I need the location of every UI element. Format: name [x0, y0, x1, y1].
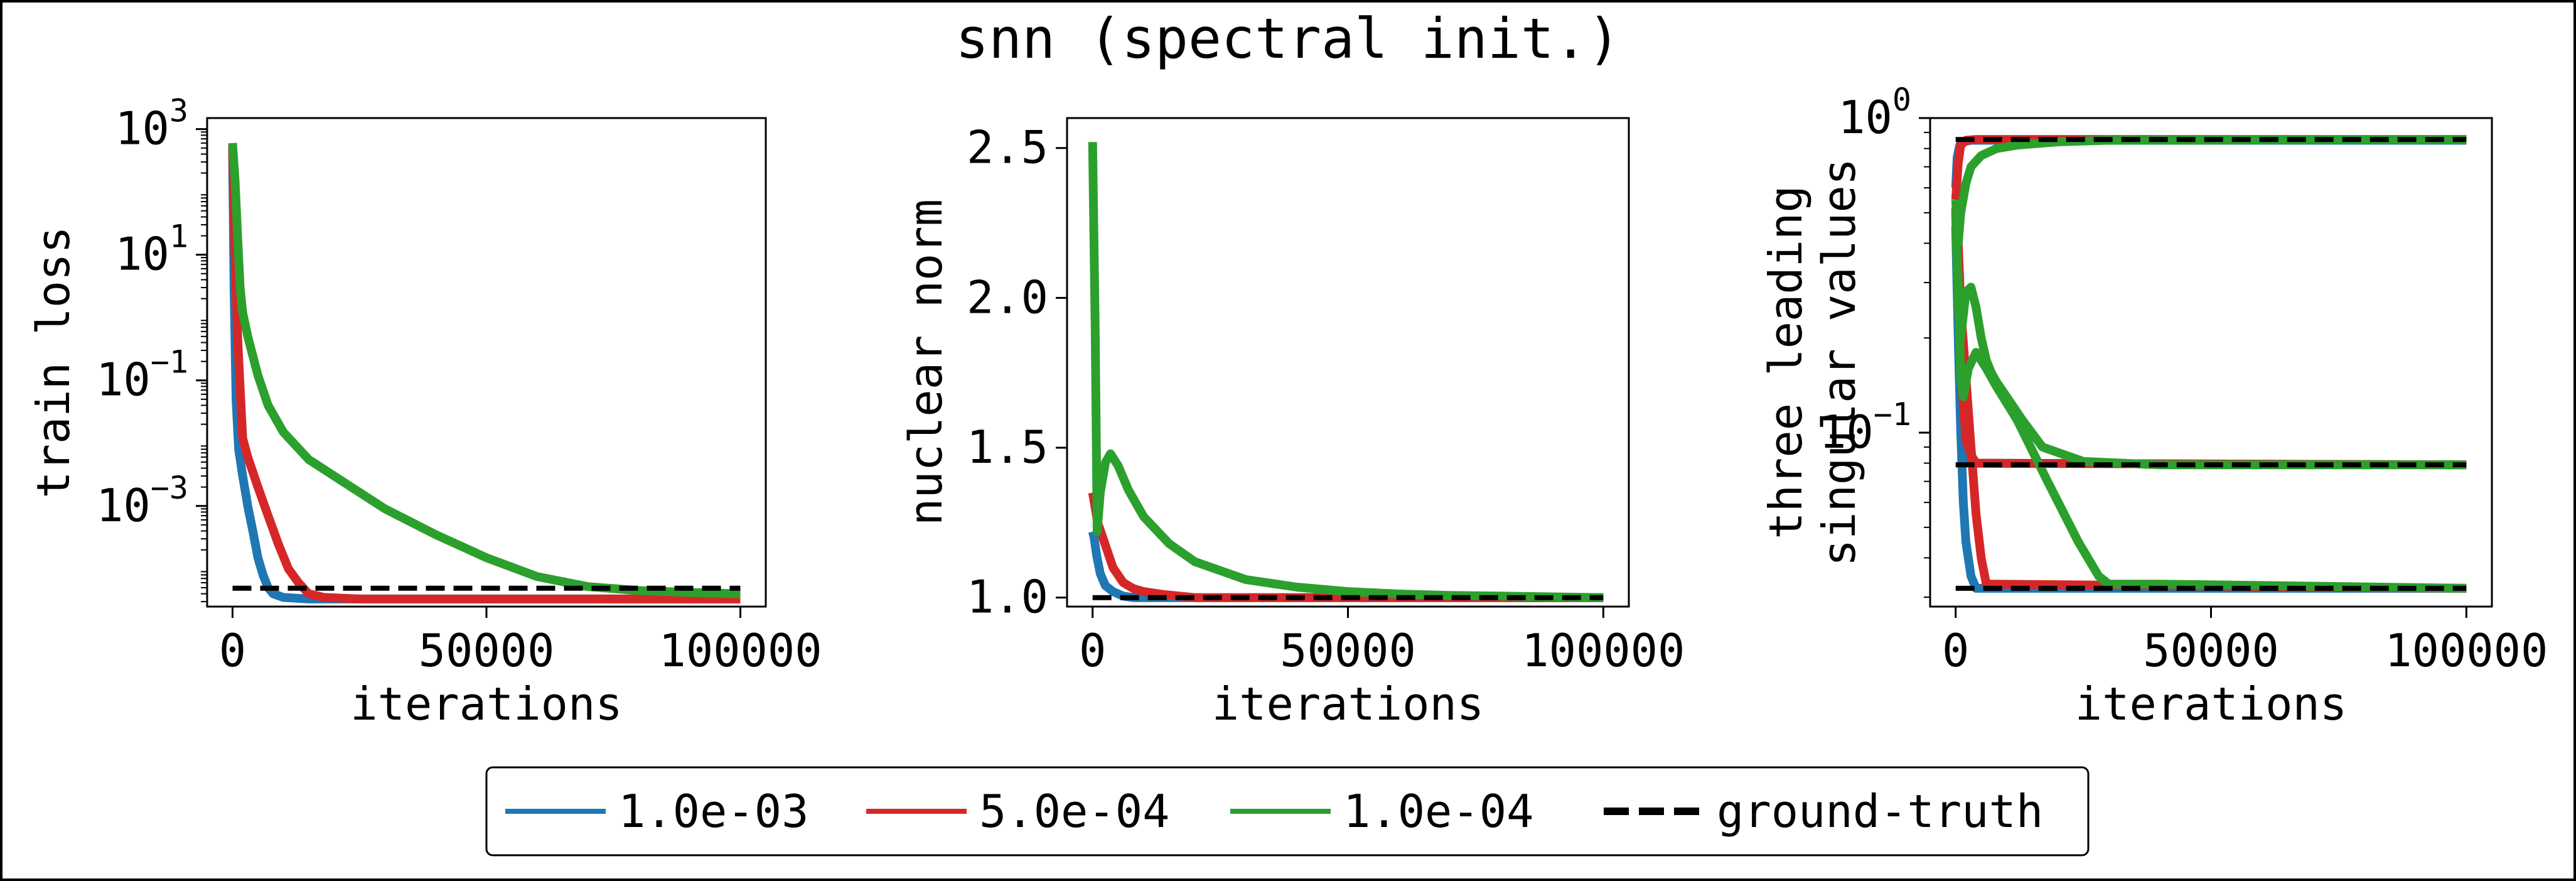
- chart-panels: 0 50000 100000 103 101 10−1 10−3 iterations trai…: [27, 82, 2548, 730]
- x-tick-label: 0: [1079, 624, 1106, 677]
- series-lines: [1951, 135, 2467, 593]
- y-tick-label: 10−1: [1819, 396, 1911, 458]
- x-tick-label: 50000: [1280, 624, 1416, 677]
- x-tick-label: 100000: [658, 624, 822, 677]
- series-line-1.0e-03: [228, 148, 741, 603]
- series-lines: [228, 143, 741, 603]
- y-tick-label: 1.0: [967, 571, 1048, 624]
- x-tick-label: 0: [219, 624, 246, 677]
- y-tick-label: 101: [115, 219, 188, 281]
- y-axis-label: three leadingsingular values: [1759, 158, 1865, 566]
- x-axis-label: iterations: [1212, 678, 1484, 730]
- figure-title: snn (spectral init.): [955, 6, 1621, 71]
- chart-panel-2: 0 50000 100000 1.0 1.5 2.0 2.5 iterations nuclea…: [899, 117, 1685, 730]
- y-tick-label: 1.5: [967, 421, 1048, 473]
- series-lines: [1088, 142, 1604, 602]
- y-tick-label: 103: [115, 93, 188, 155]
- legend-label: ground-truth: [1717, 785, 2043, 838]
- y-tick-label: 10−3: [96, 470, 188, 532]
- legend-label: 1.0e-03: [618, 785, 808, 838]
- series-line-5.0e-04: [228, 145, 741, 603]
- x-axis-label: iterations: [350, 678, 622, 730]
- x-tick-label: 0: [1942, 624, 1969, 677]
- legend-label: 5.0e-04: [979, 785, 1169, 838]
- y-axis-label: train loss: [27, 226, 80, 498]
- series-line-1.0e-04: [228, 143, 741, 598]
- y-tick-label: 10−1: [96, 344, 188, 406]
- series-line-1.0e-04-sv3: [1951, 227, 2467, 593]
- chart-panel-1: 0 50000 100000 103 101 10−1 10−3 iterations trai…: [27, 93, 822, 730]
- series-line-1.0e-04: [1088, 142, 1604, 602]
- legend-label: 1.0e-04: [1343, 785, 1533, 838]
- y-tick-label: 2.5: [967, 121, 1048, 174]
- chart-panel-3: 0 50000 100000 100 10−1 iterations three leadi…: [1759, 82, 2548, 730]
- y-tick-label: 2.0: [967, 271, 1048, 323]
- x-axis-label: iterations: [2075, 678, 2347, 730]
- legend: 1.0e-03 5.0e-04 1.0e-04 ground-truth: [485, 766, 2090, 857]
- x-tick-label: 100000: [1521, 624, 1685, 677]
- y-tick-label: 100: [1838, 82, 1911, 144]
- x-tick-label: 100000: [2385, 624, 2548, 677]
- x-tick-label: 50000: [419, 624, 555, 677]
- y-axis-label: nuclear norm: [899, 199, 952, 526]
- x-tick-label: 50000: [2143, 624, 2279, 677]
